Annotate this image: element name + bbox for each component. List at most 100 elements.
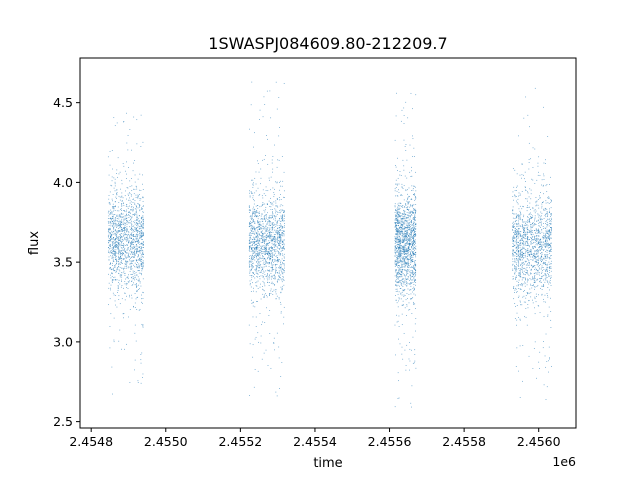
data-point [129, 250, 130, 252]
data-point [401, 109, 403, 111]
data-point [124, 227, 125, 229]
data-point [273, 236, 275, 238]
data-point [512, 246, 513, 247]
data-point [140, 247, 142, 249]
data-point [121, 200, 123, 202]
data-point [403, 254, 405, 256]
data-point [394, 247, 396, 249]
data-point [120, 240, 121, 242]
data-point [266, 257, 268, 259]
data-point [117, 246, 119, 248]
data-point [116, 194, 118, 196]
data-point [414, 209, 416, 210]
data-point [547, 218, 548, 220]
data-point [541, 272, 542, 274]
data-point [396, 262, 398, 264]
data-point [279, 221, 281, 222]
data-point [143, 266, 144, 268]
data-point [134, 279, 136, 281]
data-point [112, 248, 114, 249]
data-point [141, 217, 142, 219]
data-point [127, 215, 129, 216]
data-point [404, 255, 406, 257]
data-point [108, 232, 110, 233]
data-point [406, 225, 408, 226]
data-point [406, 220, 408, 222]
data-point [523, 232, 525, 234]
data-point [137, 250, 139, 252]
data-point [394, 237, 396, 239]
data-point [527, 280, 529, 281]
data-point [138, 284, 140, 286]
data-point [414, 249, 415, 251]
data-point [252, 186, 254, 188]
data-point [406, 241, 408, 243]
data-point [129, 235, 130, 237]
data-point [249, 271, 251, 273]
data-point [523, 241, 525, 243]
data-point [397, 231, 399, 232]
data-point [410, 256, 412, 258]
data-point [131, 228, 133, 230]
data-point [407, 231, 409, 233]
data-point [396, 222, 398, 224]
data-point [282, 216, 283, 218]
data-point [262, 273, 264, 274]
data-point [108, 240, 110, 242]
data-point [271, 281, 273, 283]
data-point [253, 237, 255, 239]
data-point [138, 238, 140, 240]
data-point [404, 223, 406, 225]
data-point [250, 191, 252, 193]
data-point [537, 229, 539, 231]
data-point [414, 247, 415, 249]
data-point [257, 205, 258, 206]
data-point [405, 233, 407, 235]
data-point [395, 166, 397, 168]
data-point [280, 252, 282, 254]
data-point [262, 233, 264, 235]
data-point [534, 296, 536, 298]
data-point [541, 248, 542, 249]
data-point [523, 216, 524, 218]
data-point [396, 228, 397, 230]
data-point [532, 222, 534, 224]
data-point [519, 240, 521, 242]
data-point [124, 247, 126, 249]
data-point [412, 261, 413, 262]
data-point [137, 270, 139, 272]
data-point [253, 275, 254, 277]
data-point [254, 274, 255, 276]
data-point [123, 121, 124, 123]
data-point [404, 261, 406, 262]
data-point [272, 211, 273, 213]
data-point [131, 281, 132, 282]
data-point [411, 239, 412, 241]
data-point [250, 104, 252, 106]
data-point [273, 229, 275, 231]
data-point [282, 248, 284, 249]
data-point [550, 255, 552, 256]
data-point [542, 237, 544, 239]
data-point [404, 245, 406, 247]
data-point [407, 201, 409, 203]
data-point [275, 245, 277, 247]
data-point [547, 287, 549, 288]
data-point [532, 224, 534, 226]
data-point [262, 202, 264, 203]
data-point [403, 249, 405, 250]
data-point [409, 274, 411, 276]
data-point [514, 289, 516, 291]
data-point [113, 253, 114, 255]
data-point [143, 211, 144, 213]
data-point [250, 233, 252, 235]
data-point [125, 211, 127, 213]
data-point [265, 218, 267, 220]
data-point [275, 391, 277, 393]
data-point [415, 210, 417, 212]
data-point [131, 233, 133, 235]
data-point [131, 185, 133, 187]
data-point [117, 288, 119, 290]
data-point [404, 146, 406, 147]
data-point [545, 256, 547, 258]
